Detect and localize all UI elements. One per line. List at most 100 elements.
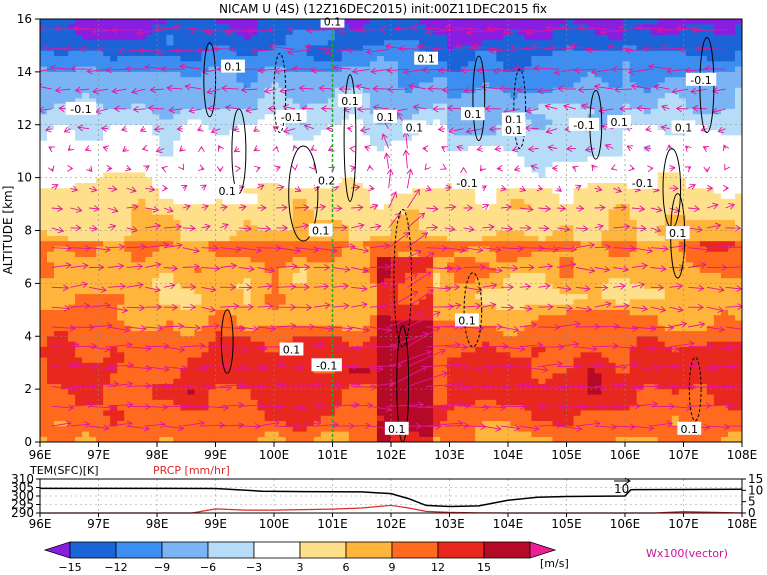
colorbar-tick: 12 <box>431 561 445 574</box>
surface-right-tick: 5 <box>748 495 756 509</box>
surface-panel: TEM(SFC)[K] PRCP [mm/hr] 310305300295290… <box>11 464 763 531</box>
contour-label: 0.1 <box>376 111 394 124</box>
x-tick-label: 107E <box>668 448 699 462</box>
colorbar-tick: 3 <box>297 561 304 574</box>
surface-right-tick: 15 <box>748 472 763 486</box>
x-axis: 96E 97E 98E 99E 100E 101E 102E 103E 104E 105E 106E… <box>29 442 758 462</box>
x-tick-label: 106E <box>610 448 641 462</box>
contour-label: 0.1 <box>406 121 424 134</box>
colorbar-tick: −6 <box>200 561 216 574</box>
contour-label-bg <box>677 421 702 435</box>
contour-label-bg <box>671 120 696 134</box>
surface-x-tick: 97E <box>87 517 110 531</box>
surface-x-tick: 104E <box>493 517 524 531</box>
surface-x-tick: 100E <box>259 517 290 531</box>
contour-label: 0.1 <box>417 53 435 66</box>
contour-label: -0.1 <box>70 103 91 116</box>
colorbar-tick: −3 <box>246 561 262 574</box>
y-tick-label: 6 <box>24 276 32 290</box>
x-tick-label: 108E <box>727 448 758 462</box>
surface-x-tick: 105E <box>551 517 582 531</box>
colorbar-tick: 15 <box>477 561 491 574</box>
temp-line <box>40 487 743 508</box>
contour-label-bg <box>279 342 304 356</box>
surface-grid <box>40 479 742 513</box>
contour-label-bg <box>373 109 398 123</box>
contour-label: 0.1 <box>675 121 693 134</box>
surface-left-tick: 310 <box>11 472 34 486</box>
contour-label-bg <box>501 123 526 136</box>
colorbar: −15 −12 −9 −6 −3 3 6 9 12 15 [m/s] Wx100(vector) <box>43 541 728 574</box>
contour-label-bg <box>221 59 245 73</box>
contour-label-bg <box>215 183 240 197</box>
colorbar-swatch <box>391 541 439 559</box>
contour-label-bg <box>414 51 438 65</box>
contour-label-bg <box>314 173 339 187</box>
contour-label-bg <box>276 109 307 123</box>
colorbar-swatch <box>115 541 163 559</box>
contour-label: 0.1 <box>681 423 699 436</box>
colorbar-swatch <box>207 541 255 559</box>
contour-label: 0.1 <box>312 225 330 238</box>
contour-label: 0.1 <box>341 95 359 108</box>
surface-left-tick: 300 <box>11 489 34 503</box>
colorbar-swatch <box>161 541 209 559</box>
surface-annotation-arrow <box>614 477 631 485</box>
contour-label: 0.1 <box>283 344 301 357</box>
contour-label-bg <box>451 175 483 189</box>
contour-label: 0.1 <box>388 423 406 436</box>
x-tick-label: 101E <box>317 448 348 462</box>
y-tick-label: 10 <box>17 171 32 185</box>
x-tick-label: 103E <box>434 448 465 462</box>
surface-x-tick: 108E <box>727 517 758 531</box>
colorbar-swatch <box>299 541 347 559</box>
contour-label: 0.1 <box>458 314 476 327</box>
y-axis: 0 2 4 6 8 10 12 14 16 <box>17 12 40 449</box>
surface-annotation: 10 <box>614 482 629 496</box>
colorbar-swatch <box>345 541 393 559</box>
contour-label: -0.1 <box>573 119 594 132</box>
surface-x-tick: 106E <box>610 517 641 531</box>
x-tick-label: 104E <box>493 448 524 462</box>
cross-section-panel: 0.1 0.1 0.1 -0.1 -0.1 0.1 -0.1 0.1 0.1 0.1 0.1 0.1 -… <box>1 12 757 462</box>
y-tick-label: 2 <box>24 382 32 396</box>
surface-x-tick: 101E <box>317 517 348 531</box>
surface-x-tick: 96E <box>29 517 52 531</box>
contour-label: -0.1 <box>456 177 477 190</box>
colorbar-tick: −12 <box>104 561 127 574</box>
contour-label: 0.1 <box>505 124 523 137</box>
surface-left-tick: 295 <box>11 498 34 512</box>
contour-label-bg <box>501 112 526 126</box>
y-tick-label: 0 <box>24 435 32 449</box>
surface-right-tick: 10 <box>748 483 763 497</box>
surface-left-tick: 290 <box>11 506 34 520</box>
colorbar-unit: [m/s] <box>540 557 569 570</box>
colorbar-swatch <box>43 541 71 559</box>
contour-label: 0.1 <box>324 16 342 29</box>
x-tick-label: 105E <box>551 448 582 462</box>
surface-x-tick: 103E <box>434 517 465 531</box>
contour-label-bg <box>685 72 717 86</box>
grid-lines <box>40 19 742 442</box>
contour-label-bg <box>338 94 362 107</box>
contour-label-bg <box>568 117 600 131</box>
surface-x-tick: 107E <box>668 517 699 531</box>
colorbar-tick: 6 <box>343 561 350 574</box>
contour-label-bg <box>665 226 690 240</box>
colorbar-swatch <box>437 541 485 559</box>
contour-label: -0.1 <box>632 177 653 190</box>
contour-label-bg <box>308 223 333 237</box>
contour-label-bg <box>627 175 658 189</box>
x-tick-label: 97E <box>87 448 110 462</box>
chart-title: NICAM U (4S) (12Z16DEC2015) init:00Z11DE… <box>219 2 547 16</box>
temp-label: TEM(SFC)[K] <box>29 464 99 477</box>
colorbar-swatch <box>483 541 531 559</box>
contour-label: 0.1 <box>669 227 687 240</box>
x-tick-label: 100E <box>259 448 290 462</box>
surface-left-tick: 305 <box>11 481 34 495</box>
contour-label: 0.1 <box>218 185 236 198</box>
contour-label-bg <box>455 313 479 327</box>
contour-label-bg <box>320 14 345 28</box>
x-tick-label: 98E <box>146 448 169 462</box>
